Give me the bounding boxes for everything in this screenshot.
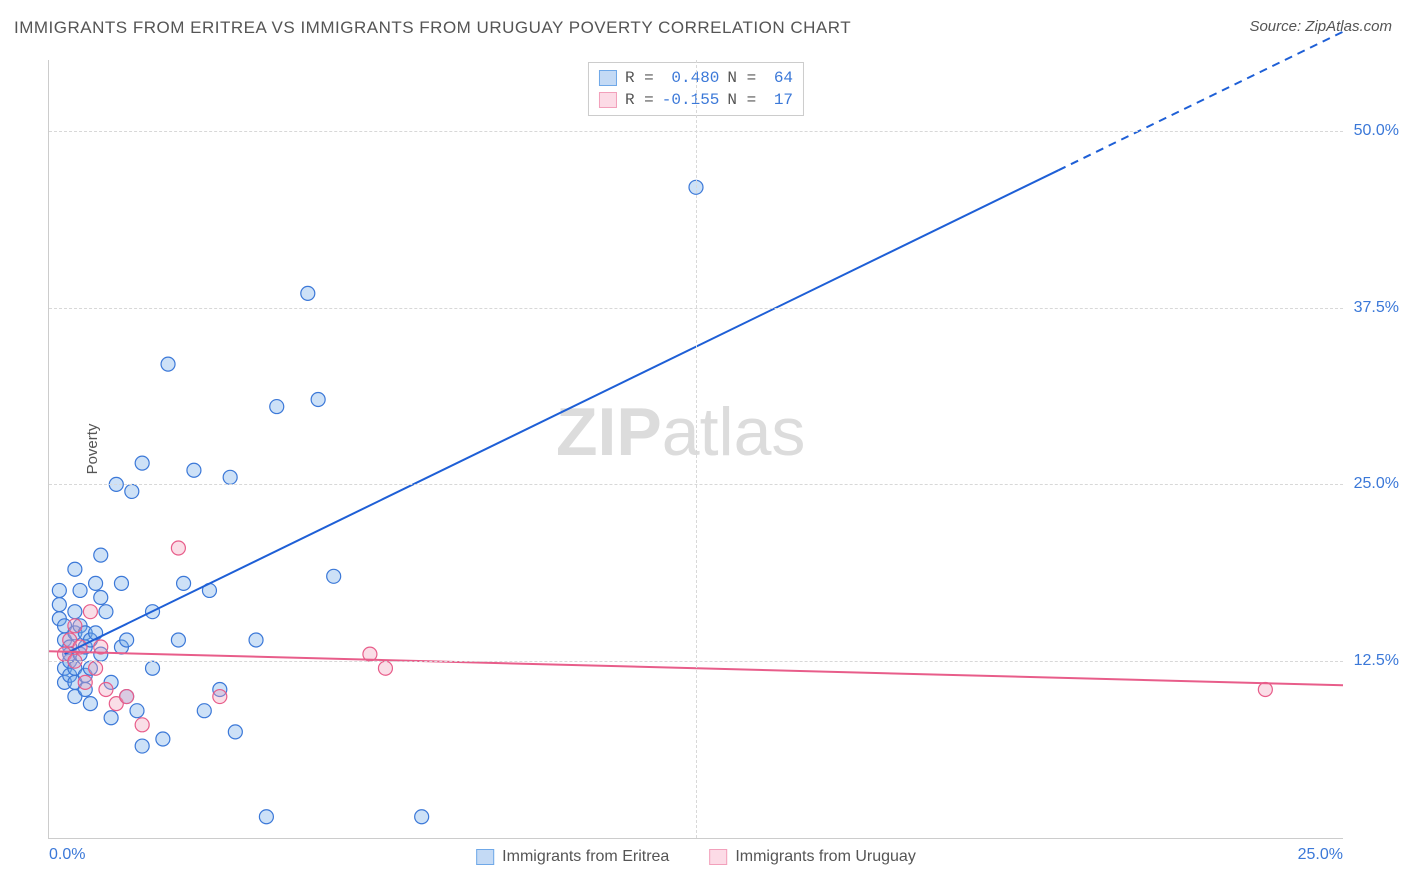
data-point-eritrea <box>135 739 149 753</box>
data-point-eritrea <box>415 810 429 824</box>
x-tick-label: 25.0% <box>1298 846 1343 864</box>
data-point-eritrea <box>52 583 66 597</box>
data-point-eritrea <box>73 583 87 597</box>
data-point-eritrea <box>228 725 242 739</box>
data-point-eritrea <box>94 548 108 562</box>
x-tick-label: 0.0% <box>49 846 85 864</box>
data-point-eritrea <box>68 605 82 619</box>
regression-line-dashed-eritrea <box>1058 32 1343 171</box>
data-point-uruguay <box>135 718 149 732</box>
data-point-eritrea <box>135 456 149 470</box>
data-point-uruguay <box>171 541 185 555</box>
y-tick-label: 37.5% <box>1354 299 1399 317</box>
data-point-eritrea <box>94 591 108 605</box>
legend-item-eritrea: Immigrants from Eritrea <box>476 848 669 866</box>
chart-title: IMMIGRANTS FROM ERITREA VS IMMIGRANTS FR… <box>14 18 851 37</box>
data-point-eritrea <box>156 732 170 746</box>
data-point-eritrea <box>83 697 97 711</box>
data-point-uruguay <box>83 605 97 619</box>
data-point-eritrea <box>259 810 273 824</box>
data-point-eritrea <box>301 286 315 300</box>
data-point-eritrea <box>223 470 237 484</box>
data-point-uruguay <box>68 619 82 633</box>
data-point-eritrea <box>99 605 113 619</box>
legend-item-uruguay: Immigrants from Uruguay <box>709 848 916 866</box>
source-attribution: Source: ZipAtlas.com <box>1249 18 1392 35</box>
data-point-eritrea <box>146 661 160 675</box>
data-point-eritrea <box>104 711 118 725</box>
legend-label-eritrea: Immigrants from Eritrea <box>502 848 669 866</box>
data-point-eritrea <box>249 633 263 647</box>
regression-line-eritrea <box>65 170 1059 654</box>
data-point-uruguay <box>120 690 134 704</box>
chart-plot-area: Poverty ZIPatlas R = 0.480 N = 64 R = -0… <box>48 60 1343 839</box>
data-point-eritrea <box>187 463 201 477</box>
y-tick-label: 50.0% <box>1354 122 1399 140</box>
data-point-uruguay <box>89 661 103 675</box>
legend-swatch-eritrea <box>476 849 494 865</box>
data-point-uruguay <box>99 682 113 696</box>
data-point-eritrea <box>52 598 66 612</box>
data-point-eritrea <box>171 633 185 647</box>
data-point-eritrea <box>120 633 134 647</box>
data-point-uruguay <box>1258 682 1272 696</box>
vgridline <box>696 60 697 838</box>
data-point-eritrea <box>89 626 103 640</box>
data-point-eritrea <box>89 576 103 590</box>
legend-swatch-uruguay <box>709 849 727 865</box>
data-point-eritrea <box>161 357 175 371</box>
y-tick-label: 25.0% <box>1354 475 1399 493</box>
data-point-eritrea <box>327 569 341 583</box>
legend-label-uruguay: Immigrants from Uruguay <box>735 848 916 866</box>
data-point-uruguay <box>378 661 392 675</box>
data-point-eritrea <box>68 562 82 576</box>
data-point-uruguay <box>213 690 227 704</box>
data-point-eritrea <box>130 704 144 718</box>
y-tick-label: 12.5% <box>1354 652 1399 670</box>
data-point-eritrea <box>125 484 139 498</box>
data-point-eritrea <box>270 400 284 414</box>
data-point-eritrea <box>114 576 128 590</box>
data-point-eritrea <box>177 576 191 590</box>
header: IMMIGRANTS FROM ERITREA VS IMMIGRANTS FR… <box>14 18 1392 48</box>
data-point-uruguay <box>78 675 92 689</box>
data-point-eritrea <box>197 704 211 718</box>
series-legend: Immigrants from Eritrea Immigrants from … <box>476 848 916 866</box>
data-point-eritrea <box>311 392 325 406</box>
